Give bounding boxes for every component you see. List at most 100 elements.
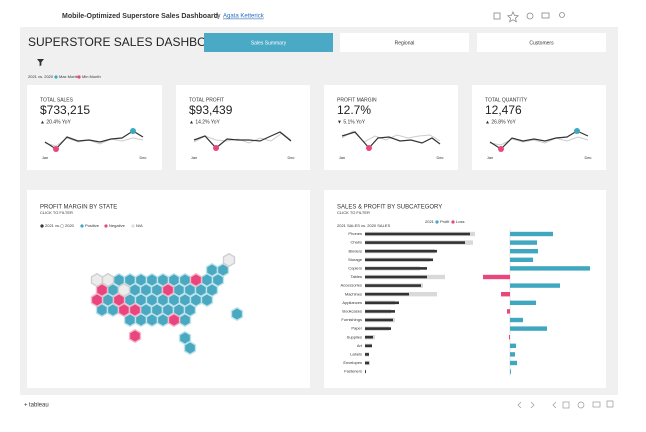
category-label: Copiers xyxy=(348,265,362,270)
state-hex[interactable] xyxy=(183,341,197,355)
tab[interactable] xyxy=(477,33,606,52)
min-dot xyxy=(498,146,504,152)
sparkline xyxy=(489,130,589,150)
undo[interactable] xyxy=(517,401,522,409)
redo[interactable] xyxy=(530,401,535,409)
state-hex[interactable] xyxy=(90,293,104,307)
legend-swatch xyxy=(60,224,64,228)
kpi-value: 12,476 xyxy=(485,103,522,117)
profit-bar xyxy=(510,240,537,245)
state-hex[interactable] xyxy=(230,307,244,321)
download[interactable] xyxy=(562,401,570,409)
map-title: PROFIT MARGIN BY STATE xyxy=(40,205,117,211)
brand: tableau xyxy=(29,403,49,409)
state-hex[interactable] xyxy=(128,329,142,343)
axis-end: Dec xyxy=(139,155,146,160)
card-bg xyxy=(324,85,458,170)
legend-item: Negative xyxy=(109,223,126,228)
axis-start: Jan xyxy=(339,155,345,160)
share[interactable] xyxy=(577,401,585,409)
sales-2021-bar xyxy=(365,335,373,339)
min-dot xyxy=(53,146,59,152)
profit-bar xyxy=(507,309,510,314)
profit-bar xyxy=(510,352,515,357)
sales-2021-bar xyxy=(365,370,366,373)
kpi-value: $733,215 xyxy=(40,103,90,117)
category-label: Phones xyxy=(348,231,362,236)
category-label: Supplies xyxy=(347,334,362,339)
state-hex[interactable] xyxy=(90,273,104,287)
profit-bar xyxy=(510,343,516,348)
top-bar xyxy=(0,0,646,28)
sparkline-prior xyxy=(44,137,144,147)
card-bg xyxy=(472,85,606,170)
sales-2021-bar xyxy=(365,318,393,322)
category-label: Labels xyxy=(350,351,362,356)
state-hex[interactable] xyxy=(101,273,115,287)
state-hex[interactable] xyxy=(200,293,214,307)
legend-swatch xyxy=(435,220,439,224)
sales-2021-bar xyxy=(365,361,369,365)
state-hex[interactable] xyxy=(161,283,175,297)
state-hex[interactable] xyxy=(128,303,142,317)
map-subtitle: CLICK TO FILTER xyxy=(40,210,73,215)
filter-icon[interactable] xyxy=(37,59,44,67)
axis-start: Jan xyxy=(487,155,493,160)
kpi-card: TOTAL PROFIT $93,439 ▲ 14.2% YoY Jan Dec xyxy=(176,85,310,170)
share-icon[interactable] xyxy=(526,12,534,20)
profit-bar xyxy=(510,231,553,237)
state-hex[interactable] xyxy=(145,313,159,327)
state-hex[interactable] xyxy=(167,313,181,327)
copy-icon[interactable] xyxy=(493,12,501,20)
card-bg xyxy=(27,85,162,170)
legend-comparison: 2021 vs. 2020 xyxy=(28,74,54,79)
state-hex[interactable] xyxy=(178,313,192,327)
profit-bar xyxy=(510,360,517,366)
favorite-icon[interactable] xyxy=(506,11,520,23)
subcategory-bars: Phones Chairs Binders Storage Copiers Tables A… xyxy=(340,231,590,374)
tab[interactable] xyxy=(340,33,469,52)
legend-swatch xyxy=(131,224,135,228)
card-bg xyxy=(176,85,310,170)
legend-min: Min Month xyxy=(82,74,101,79)
tab-label[interactable]: Sales Summary xyxy=(251,40,287,46)
present-icon[interactable] xyxy=(541,12,550,19)
tab-label[interactable]: Regional xyxy=(395,40,415,46)
profit-bar xyxy=(510,326,547,331)
axis-start: Jan xyxy=(191,155,197,160)
state-hex[interactable] xyxy=(156,313,170,327)
state-hex[interactable] xyxy=(189,273,203,287)
footer-controls xyxy=(517,400,614,409)
category-label: Bookcases xyxy=(342,308,362,313)
state-hex[interactable] xyxy=(117,283,131,297)
category-label: Paper xyxy=(351,326,362,331)
state-hex[interactable] xyxy=(117,303,131,317)
profit-bar xyxy=(501,292,510,297)
sales-2021-bar xyxy=(365,275,427,279)
kpi-label: TOTAL PROFIT xyxy=(189,97,224,103)
by: by xyxy=(214,14,220,20)
kpi-card: PROFIT MARGIN 12.7% ▼ 5.1% YoY Jan Dec xyxy=(324,85,458,170)
state-hex[interactable] xyxy=(222,252,236,267)
kpi-change: ▲ 26.8% YoY xyxy=(485,119,516,125)
author-link[interactable]: Agata Ketterick xyxy=(223,14,265,20)
fullscreen[interactable] xyxy=(606,400,614,408)
sparkline-prior xyxy=(489,136,589,146)
tab-active[interactable] xyxy=(204,33,333,52)
axis-start: Jan xyxy=(42,155,48,160)
profile-icon[interactable] xyxy=(559,12,565,18)
sales-2021-bar xyxy=(365,310,395,313)
max-dot xyxy=(574,128,580,134)
tab-label[interactable]: Customers xyxy=(529,40,554,46)
kpi-label: TOTAL SALES xyxy=(40,97,74,103)
kpi-card: TOTAL SALES $733,215 ▲ 20.4% YoY Jan Dec xyxy=(27,85,162,170)
profit-bar xyxy=(510,266,590,271)
category-label: Furnishings xyxy=(341,317,362,322)
category-label: Art xyxy=(357,343,363,348)
min-dot xyxy=(366,145,372,151)
category-label: Tables xyxy=(350,274,362,279)
comments[interactable] xyxy=(592,401,601,408)
profit-bar xyxy=(510,249,538,254)
revert[interactable] xyxy=(552,401,557,409)
